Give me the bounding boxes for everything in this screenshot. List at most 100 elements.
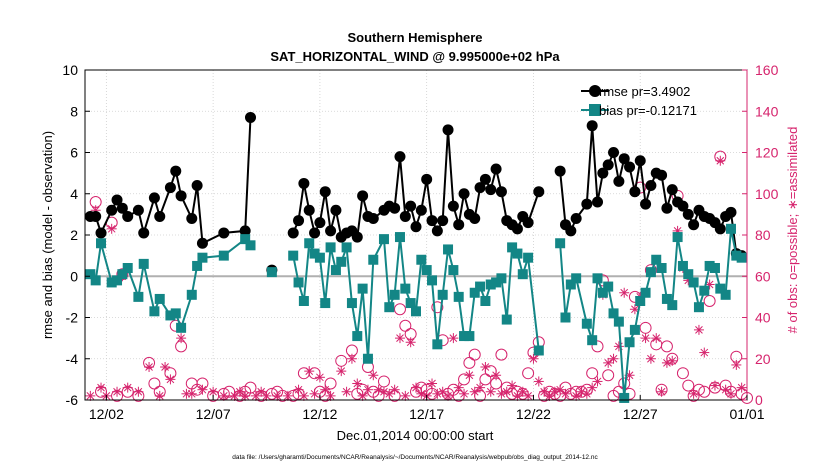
bias-point xyxy=(672,232,683,243)
assimilated-obs-marker xyxy=(619,287,630,298)
asterisk-stroke xyxy=(166,375,175,384)
rmse-point xyxy=(330,204,342,216)
rmse-point xyxy=(175,190,187,202)
bias-point xyxy=(496,273,507,284)
rmse-point xyxy=(132,204,144,216)
bias-point xyxy=(693,302,704,313)
assimilated-obs-marker xyxy=(736,382,747,393)
bias-point xyxy=(400,283,411,294)
possible-obs-marker xyxy=(393,303,406,316)
asterisk-stroke xyxy=(155,392,164,400)
rmse-point xyxy=(164,182,176,194)
asterisk-stroke xyxy=(412,383,420,392)
rmse-point xyxy=(138,227,150,239)
rmse-point xyxy=(581,198,593,210)
rmse-point xyxy=(661,202,673,214)
assimilated-obs-marker xyxy=(459,388,470,399)
bias-point xyxy=(464,331,475,342)
rmse-point xyxy=(437,215,449,227)
possible-obs-marker xyxy=(602,369,615,382)
asterisk-stroke xyxy=(198,385,207,394)
rmse-point xyxy=(319,186,331,198)
asterisk-stroke xyxy=(123,383,132,392)
bias-point xyxy=(475,281,486,292)
rmse-point xyxy=(389,202,401,214)
bias-point xyxy=(501,314,512,325)
right-tick-label: 40 xyxy=(755,310,771,326)
bias-point xyxy=(443,244,454,255)
asterisk-stroke xyxy=(187,389,196,398)
assimilated-obs-marker xyxy=(218,390,229,401)
asterisk-stroke xyxy=(428,379,436,388)
bias-point xyxy=(603,281,614,292)
x-tick-label: 12/27 xyxy=(623,406,658,422)
rmse-point xyxy=(170,165,182,177)
assimilated-obs-marker xyxy=(480,362,491,372)
assimilated-obs-marker xyxy=(176,333,187,344)
asterisk-stroke xyxy=(513,392,522,400)
right-tick-label: 160 xyxy=(755,62,779,78)
bias-point xyxy=(186,289,197,300)
rmse-point xyxy=(608,147,620,158)
rmse-point xyxy=(394,151,406,163)
assimilated-obs-marker xyxy=(709,380,720,391)
x-tick-label: 01/01 xyxy=(729,406,764,422)
bias-point xyxy=(384,302,395,313)
rmse-point xyxy=(618,153,630,165)
bias-point xyxy=(597,287,608,298)
rmse-point xyxy=(725,206,737,218)
legend-bias-label: bias pr=-0.12171 xyxy=(599,103,697,118)
asterisk-stroke xyxy=(161,363,169,371)
rmse-point xyxy=(490,163,502,175)
line-layer xyxy=(84,111,748,403)
bias-point xyxy=(699,285,710,296)
rmse-point xyxy=(106,204,118,216)
right-tick-label: 0 xyxy=(755,392,763,408)
possible-obs-marker xyxy=(639,321,652,334)
asterisk-stroke xyxy=(305,367,314,375)
asterisk-stroke xyxy=(444,392,452,400)
assimilated-obs-marker xyxy=(603,357,614,368)
rmse-point xyxy=(298,177,310,189)
assimilated-obs-marker xyxy=(416,388,427,399)
bias-point xyxy=(346,298,357,309)
assimilated-obs-marker xyxy=(85,390,96,401)
asterisk-stroke xyxy=(284,392,292,400)
assimilated-obs-marker xyxy=(357,390,368,401)
rmse-point xyxy=(303,204,315,216)
asterisk-stroke xyxy=(593,377,602,386)
bias-point xyxy=(288,250,299,261)
bias-point xyxy=(266,267,277,278)
assimilated-obs-marker xyxy=(298,390,309,401)
bias-point xyxy=(523,252,534,263)
right-tick-label: 120 xyxy=(755,145,779,161)
bias-point xyxy=(170,308,181,319)
assimilated-obs-marker xyxy=(336,366,347,377)
bias-point xyxy=(619,392,630,403)
assimilated-obs-marker xyxy=(346,353,357,364)
rmse-point xyxy=(399,210,411,222)
rmse-point xyxy=(522,217,534,229)
assimilated-obs-marker xyxy=(469,386,480,397)
legend: rmse pr=3.4902 bias pr=-0.12171 xyxy=(581,84,697,118)
rmse-point xyxy=(287,227,299,239)
asterisk-stroke xyxy=(609,354,618,363)
assimilated-obs-marker xyxy=(613,341,624,352)
asterisk-stroke xyxy=(380,387,388,396)
bias-point xyxy=(427,275,438,286)
bias-point xyxy=(565,279,576,290)
possible-obs-marker xyxy=(431,301,444,314)
rmse-point xyxy=(116,202,128,214)
assimilated-obs-marker xyxy=(571,390,582,401)
asterisk-stroke xyxy=(417,389,426,398)
bias-point xyxy=(218,250,229,261)
asterisk-stroke xyxy=(481,363,490,371)
rmse-point xyxy=(469,213,481,224)
assimilated-obs-marker xyxy=(667,355,678,366)
rmse-point xyxy=(95,227,107,239)
rmse-point xyxy=(191,180,203,191)
bias-point xyxy=(683,269,694,280)
bias-point xyxy=(629,324,640,335)
bias-point xyxy=(416,254,427,265)
